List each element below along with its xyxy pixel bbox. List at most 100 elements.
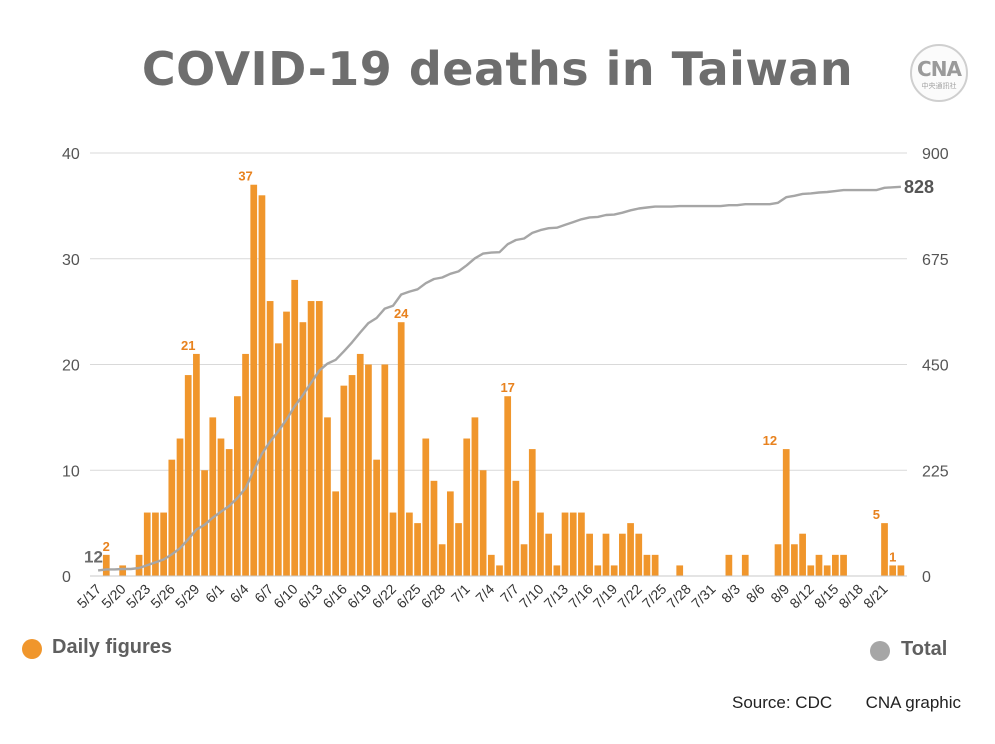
daily-bar xyxy=(840,554,847,576)
x-tick-label: 6/28 xyxy=(418,581,449,612)
y-left-tick-label: 10 xyxy=(62,463,80,480)
daily-bar xyxy=(553,565,561,576)
y-right-tick-label: 0 xyxy=(922,569,931,586)
daily-bar xyxy=(135,554,143,576)
x-tick-label: 8/15 xyxy=(811,581,842,612)
y-left-tick-label: 40 xyxy=(62,146,80,163)
daily-bar xyxy=(569,512,577,576)
daily-bar xyxy=(102,554,110,576)
daily-bar xyxy=(487,554,495,576)
x-tick-label: 6/19 xyxy=(344,581,375,612)
bar-value-label: 24 xyxy=(394,306,409,321)
daily-bar xyxy=(545,533,553,576)
daily-bar xyxy=(676,565,684,576)
daily-bar xyxy=(897,565,905,576)
daily-bar xyxy=(233,396,241,576)
daily-bar xyxy=(291,279,299,576)
logo-mark: CNA xyxy=(917,57,962,81)
daily-bar xyxy=(578,512,585,576)
daily-bar xyxy=(184,375,192,576)
daily-bar xyxy=(422,438,430,576)
daily-bar xyxy=(365,364,372,576)
daily-bar xyxy=(586,533,593,576)
total-start-label: 12 xyxy=(84,547,103,566)
daily-bar xyxy=(832,554,839,576)
x-tick-label: 6/22 xyxy=(369,581,400,612)
x-tick-label: 7/13 xyxy=(541,581,572,612)
daily-bar xyxy=(209,417,217,576)
daily-bar xyxy=(242,353,249,576)
daily-bar xyxy=(528,449,536,576)
x-tick-label: 6/13 xyxy=(295,581,326,612)
x-tick-label: 7/10 xyxy=(516,581,547,612)
x-tick-label: 8/21 xyxy=(860,581,891,612)
daily-bar xyxy=(283,311,290,576)
y-left-tick-label: 30 xyxy=(62,252,80,269)
daily-bar xyxy=(356,353,364,576)
daily-bar xyxy=(201,470,208,576)
daily-bar xyxy=(324,417,331,576)
daily-bar xyxy=(651,554,659,576)
x-tick-label: 7/1 xyxy=(448,581,473,606)
daily-bar xyxy=(512,480,520,576)
daily-bar xyxy=(258,195,266,577)
daily-bar xyxy=(152,512,159,576)
x-tick-label: 8/3 xyxy=(718,581,743,606)
daily-bar xyxy=(725,554,733,576)
daily-bar xyxy=(340,385,348,576)
data-labels: 2 21 37 24 17 12 5 1 xyxy=(103,169,897,565)
x-tick-label: 8/12 xyxy=(786,581,817,612)
y-right-tick-label: 450 xyxy=(922,358,949,375)
daily-bar xyxy=(504,396,512,576)
daily-bar xyxy=(225,449,233,576)
daily-bar xyxy=(217,438,225,576)
daily-bar xyxy=(299,322,307,576)
daily-bar xyxy=(274,343,282,576)
y-left-tick-label: 0 xyxy=(62,569,71,586)
x-tick-label: 8/6 xyxy=(743,581,768,606)
cna-logo: CNA 中央通訊社 xyxy=(910,44,968,102)
daily-bar xyxy=(250,184,258,576)
daily-bar xyxy=(266,301,274,576)
x-tick-label: 6/16 xyxy=(319,581,350,612)
daily-bar xyxy=(176,438,184,576)
x-tick-label: 6/25 xyxy=(393,581,424,612)
daily-bar xyxy=(446,491,454,576)
daily-bar xyxy=(160,512,167,576)
x-tick-label: 5/17 xyxy=(74,581,105,612)
daily-bar xyxy=(619,533,626,576)
x-tick-label: 7/25 xyxy=(639,581,670,612)
daily-bar xyxy=(381,364,389,576)
daily-bar xyxy=(627,523,634,576)
daily-bar xyxy=(315,301,323,576)
daily-bar xyxy=(193,353,200,576)
x-tick-label: 7/31 xyxy=(688,581,719,612)
daily-bar xyxy=(119,565,127,576)
daily-bar xyxy=(471,417,479,576)
x-tick-label: 7/16 xyxy=(565,581,596,612)
daily-bar xyxy=(496,565,503,576)
x-tick-label: 5/23 xyxy=(123,581,154,612)
bar-value-label: 21 xyxy=(181,338,195,353)
daily-bar xyxy=(635,533,643,576)
daily-bars xyxy=(102,184,905,577)
gridlines xyxy=(90,152,907,471)
daily-legend-dot xyxy=(22,639,42,659)
daily-bar xyxy=(143,512,151,576)
daily-bar xyxy=(537,512,544,576)
bar-value-label: 37 xyxy=(238,169,252,184)
daily-bar xyxy=(414,523,421,576)
y-left-tick-label: 20 xyxy=(62,358,80,375)
bar-value-label: 12 xyxy=(763,433,777,448)
footer: Source: CDC CNA graphic xyxy=(732,693,961,713)
x-tick-label: 6/4 xyxy=(227,581,252,606)
daily-bar xyxy=(479,470,487,576)
total-legend-dot xyxy=(870,641,890,661)
total-series-line xyxy=(97,185,901,572)
daily-bar xyxy=(881,523,888,576)
x-tick-label: 8/18 xyxy=(835,581,866,612)
x-tick-label: 5/29 xyxy=(172,581,203,612)
daily-bar xyxy=(610,565,618,576)
